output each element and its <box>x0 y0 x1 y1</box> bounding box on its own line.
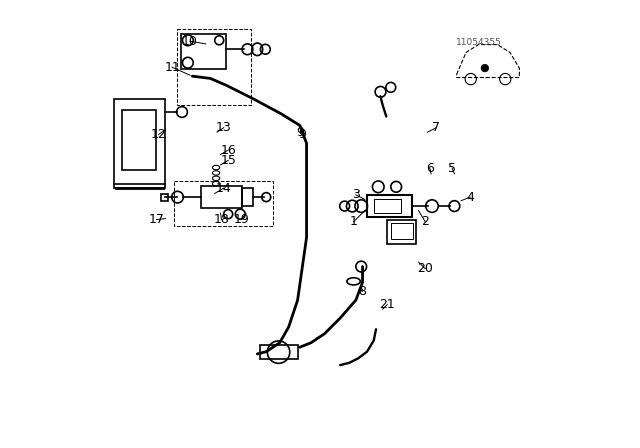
Text: 14: 14 <box>216 181 232 195</box>
Text: 19: 19 <box>234 213 250 226</box>
Text: 2: 2 <box>421 215 429 228</box>
Text: 9: 9 <box>298 128 306 141</box>
Text: 12: 12 <box>151 128 166 141</box>
Bar <box>260 345 298 359</box>
Text: 8: 8 <box>358 284 367 298</box>
Bar <box>181 34 226 69</box>
Text: 7: 7 <box>433 121 440 134</box>
Text: 15: 15 <box>220 154 236 167</box>
Bar <box>391 223 413 239</box>
Text: 20: 20 <box>417 262 433 276</box>
Bar <box>161 194 168 201</box>
Bar <box>387 220 417 244</box>
Bar <box>114 99 165 188</box>
Bar <box>202 186 242 208</box>
Text: 6: 6 <box>426 161 434 175</box>
Bar <box>122 110 156 170</box>
Bar <box>367 195 412 217</box>
Text: 11054355: 11054355 <box>456 38 502 47</box>
Text: 9: 9 <box>296 125 304 139</box>
Circle shape <box>481 65 488 72</box>
Text: 10: 10 <box>182 34 198 48</box>
Bar <box>177 29 251 105</box>
Text: 3: 3 <box>352 188 360 202</box>
Text: 16: 16 <box>220 143 236 157</box>
Text: 11: 11 <box>164 60 180 74</box>
Bar <box>374 199 401 213</box>
Text: 13: 13 <box>216 121 232 134</box>
Bar <box>242 188 253 206</box>
Bar <box>174 181 273 226</box>
Text: 5: 5 <box>448 161 456 175</box>
Text: 17: 17 <box>148 213 164 226</box>
Text: 18: 18 <box>214 213 229 226</box>
Text: 21: 21 <box>380 298 395 311</box>
Text: 4: 4 <box>466 190 474 204</box>
Text: 1: 1 <box>349 215 358 228</box>
